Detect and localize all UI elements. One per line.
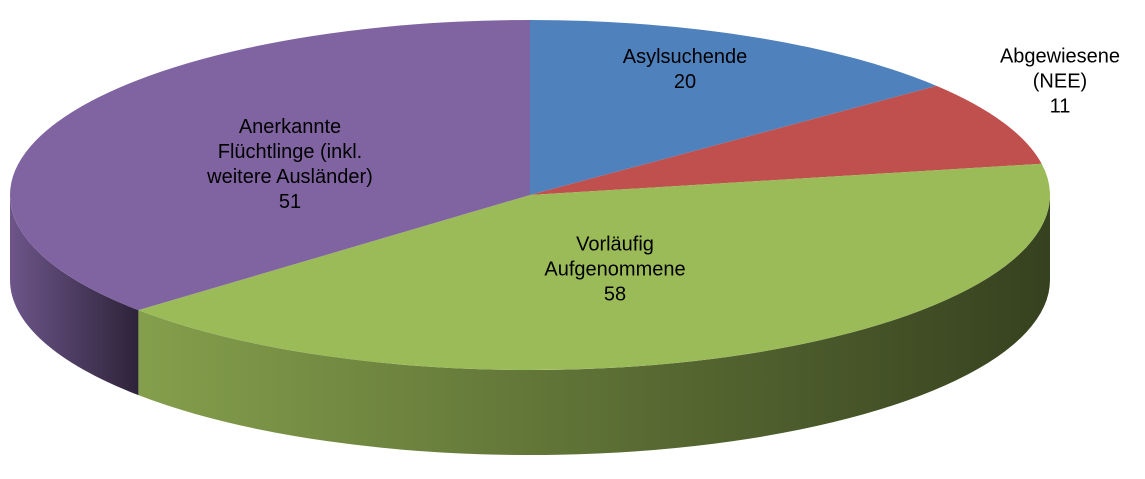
data-label: Asylsuchende 20 — [585, 45, 785, 95]
category-label: Anerkannte Flüchtlinge (inkl. weitere Au… — [207, 116, 373, 188]
value-label: 51 — [278, 191, 302, 213]
slice — [530, 20, 937, 195]
slice-side — [138, 195, 1050, 456]
data-label: Abgewiesene (NEE) 11 — [998, 45, 1123, 120]
category-label: Asylsuchende — [622, 46, 748, 68]
value-label: 11 — [1049, 95, 1071, 118]
slice — [10, 20, 530, 311]
value-label: 20 — [673, 71, 697, 93]
data-label: Vorläufig Aufgenommene 58 — [535, 233, 695, 308]
slice — [138, 163, 1051, 371]
slice-side — [9, 195, 139, 396]
category-label: Vorläufig Aufgenommene — [544, 233, 686, 281]
category-label: Abgewiesene (NEE) — [999, 45, 1121, 93]
value-label: 58 — [603, 283, 627, 306]
slice — [530, 85, 1042, 195]
data-label: Anerkannte Flüchtlinge (inkl. weitere Au… — [193, 115, 388, 215]
